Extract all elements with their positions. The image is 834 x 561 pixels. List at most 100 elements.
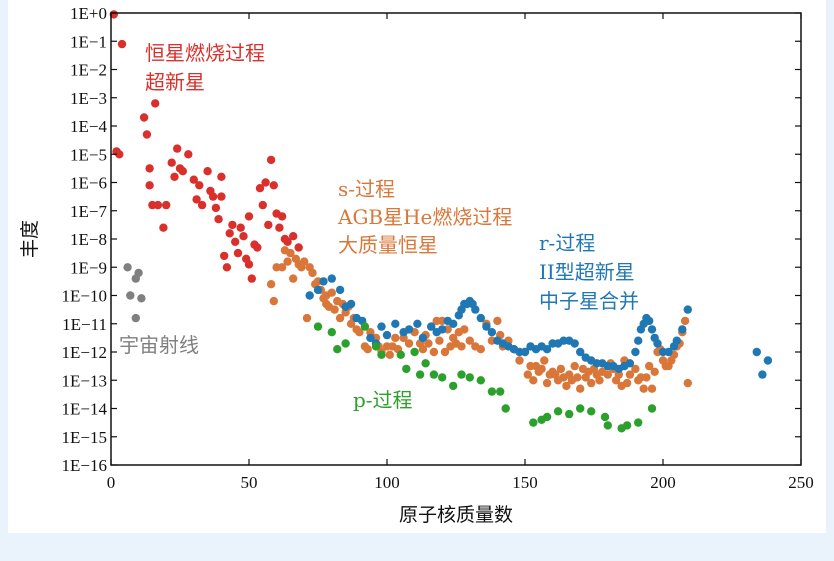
x-tick-label-0: 0 [107,473,116,492]
data-point-s3-75 [763,356,773,365]
annotation-blue-1-line-2: 中子星合并 [539,289,639,313]
data-point-s2-118 [650,367,659,376]
figure-panel: 0 50 100 150 200 250 1E+0 1E−1 1E−2 1E−3 1E−4 1E−5 1… [8,0,826,533]
x-axis-label: 原子核质量数 [399,504,513,526]
data-point-s3-59 [634,336,643,345]
data-point-s0-35 [233,248,243,258]
data-point-s2-72 [515,356,524,365]
data-point-s2-30 [355,328,364,337]
data-point-s2-129 [680,316,690,326]
data-point-s0-41 [247,274,256,283]
data-point-s0-31 [222,263,232,272]
y-tick-label-7: 1E−7 [70,202,107,221]
data-point-s0-34 [231,237,240,246]
y-tick-label-10: 1E−10 [62,287,107,306]
data-point-s3-12 [382,330,392,340]
data-point-s0-45 [258,200,267,210]
data-point-s2-0 [269,296,278,306]
data-point-s2-79 [537,364,546,374]
data-point-s4-8 [402,364,411,374]
data-point-s3-16 [413,319,422,328]
data-point-s3-6 [346,299,356,309]
data-point-s2-117 [647,384,657,393]
data-point-s3-29 [471,305,480,314]
data-point-s3-73 [752,347,761,357]
y-tick-label-14: 1E−14 [62,400,108,419]
data-point-s2-62 [465,336,474,345]
data-point-s0-25 [208,192,218,201]
y-tick-label-4: 1E−4 [70,117,107,136]
data-point-s3-42 [542,345,552,354]
data-point-s2-111 [631,364,640,374]
plot-frame [110,12,802,466]
y-tick-label-6: 1E−6 [70,174,107,193]
annotation-blue-1-line-0: r-过程 [539,231,595,255]
data-point-s4-18 [487,387,497,396]
data-point-s3-3 [327,274,336,283]
x-tick-label-1: 50 [241,473,258,492]
data-point-s4-16 [465,373,474,382]
data-point-s3-1 [313,285,323,295]
data-point-s0-14 [173,144,182,153]
data-point-s2-133 [363,345,372,354]
y-tick-label-12: 1E−12 [62,343,107,362]
y-tick-label-16: 1E−16 [62,456,107,475]
data-point-s0-7 [145,164,154,173]
data-point-s2-114 [639,384,648,393]
data-point-s0-6 [142,130,152,139]
y-axis-label: 丰度 [19,220,41,258]
data-point-s3-17 [418,333,428,343]
data-point-s2-5 [286,248,295,258]
data-point-s2-11 [302,313,312,323]
data-point-s4-15 [457,370,466,379]
data-point-s4-5 [371,342,381,351]
data-point-s0-55 [289,232,298,241]
data-point-s2-86 [556,364,566,374]
data-point-s0-20 [192,195,201,204]
data-point-s0-51 [275,223,284,232]
data-point-s0-33 [228,220,237,230]
data-point-s2-38 [385,350,394,359]
data-point-s3-30 [476,313,485,323]
data-point-s4-20 [501,404,510,413]
data-point-s4-13 [438,373,447,382]
data-point-s0-1 [117,39,127,49]
data-point-s0-27 [214,215,223,224]
data-point-s3-64 [647,325,657,334]
data-point-s0-40 [244,212,254,221]
y-tick-label-1: 1E−1 [70,32,107,51]
data-point-s2-132 [322,299,331,309]
data-point-s3-9 [366,333,375,343]
data-point-s2-74 [523,370,532,379]
annotation-red-1-line-1: 超新星 [145,70,205,94]
x-tick-label-5: 250 [788,473,814,492]
data-point-s2-2 [277,263,287,272]
y-tick-label-15: 1E−15 [62,428,107,447]
ticks-layer: 0 50 100 150 200 250 1E+0 1E−1 1E−2 1E−3 1E−4 1E−5 1… [62,4,814,492]
data-point-s3-13 [391,319,400,328]
data-point-s2-102 [603,370,612,379]
annotation-gray-1-line-0: 宇宙射线 [119,333,199,357]
data-point-s2-10 [300,257,309,266]
data-point-s2-48 [424,339,433,348]
data-point-s4-9 [410,347,419,357]
data-point-s4-3 [341,339,350,348]
data-point-s0-17 [178,167,187,176]
data-point-s3-20 [438,325,447,334]
data-point-s0-32 [225,229,234,238]
data-point-s0-23 [203,167,212,176]
data-point-s2-54 [440,347,450,357]
data-point-s2-43 [404,339,414,348]
data-point-s2-76 [529,376,538,385]
data-point-s2-109 [622,378,632,388]
data-point-s1-2 [131,313,140,323]
y-tick-label-13: 1E−13 [62,371,107,390]
data-point-s0-44 [255,184,265,193]
data-point-s0-11 [159,223,168,232]
data-point-s4-29 [603,421,612,430]
annotation-orange-1-line-2: 大质量恒星 [338,233,438,257]
data-point-s0-46 [261,178,270,187]
annotation-blue-1-line-1: II型超新星 [539,260,635,284]
data-point-s3-31 [482,322,491,331]
data-point-s3-57 [625,359,635,368]
